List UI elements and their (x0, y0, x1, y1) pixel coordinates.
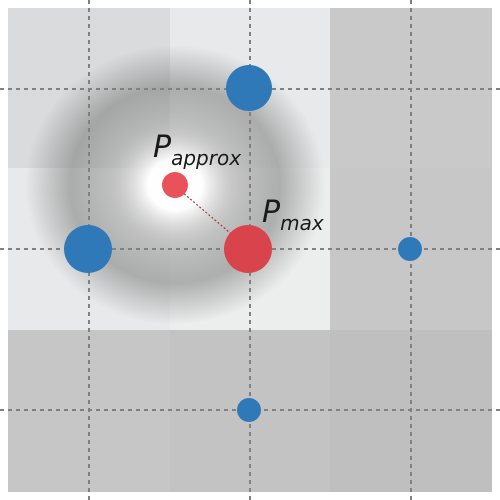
max-label: Pmax (262, 195, 324, 235)
approx-point (162, 172, 188, 198)
sample-point-right (398, 237, 422, 261)
sample-point-top (226, 65, 272, 111)
approx-label-subscript: approx (171, 146, 241, 170)
approx-label: Papprox (153, 130, 241, 170)
sample-point-left (64, 225, 112, 273)
max-label-symbol: P (262, 195, 281, 230)
sample-points (64, 65, 422, 422)
sample-point-bottom (237, 398, 261, 422)
approx-label-symbol: P (153, 130, 172, 165)
max-point (224, 225, 272, 273)
max-label-subscript: max (280, 211, 324, 235)
